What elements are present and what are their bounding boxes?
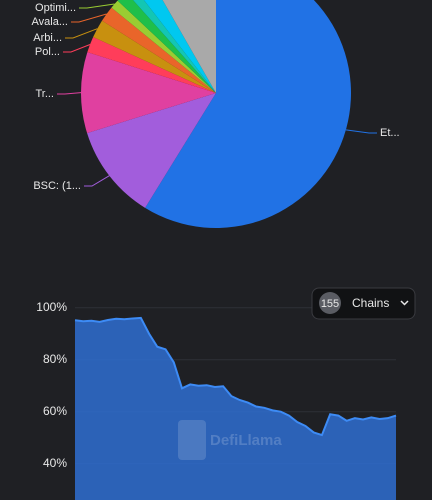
pie-slice: [81, 52, 216, 134]
pie-slice: [87, 37, 217, 93]
y-tick-label: 100%: [36, 300, 67, 314]
slice-label: Et...: [380, 127, 400, 139]
count-badge: [319, 292, 341, 314]
watermark-logo: [178, 420, 206, 460]
leader-line: [79, 3, 115, 9]
pie-slice: [143, 0, 216, 93]
slice-label: Arbi...: [33, 32, 62, 44]
chevron: [400, 300, 409, 306]
slice-label: Optimi...: [35, 2, 76, 14]
pie-slice: [162, 0, 216, 93]
pie-slice: [93, 20, 216, 93]
pie-slice: [102, 7, 216, 94]
pie-slice: [111, 0, 216, 93]
line: [74, 316, 397, 437]
area: [75, 317, 396, 500]
y-tick-label: 60%: [43, 404, 67, 418]
slice-label: BSC: (1...: [33, 180, 81, 192]
y-tick-label: 40%: [43, 456, 67, 470]
button-label: Chains: [352, 296, 389, 310]
leader-line: [63, 44, 91, 53]
y-tick-label: 80%: [43, 352, 67, 366]
leader-line: [57, 92, 82, 95]
chains-button[interactable]: 155 Chains: [311, 287, 416, 320]
leader-line: [71, 13, 107, 23]
pie-slice: [117, 0, 216, 93]
count: 155: [321, 298, 339, 310]
slice-label: Tr...: [35, 88, 54, 100]
leader-line: [84, 175, 110, 187]
slice-label: Avala...: [32, 16, 69, 28]
pie-slice: [87, 93, 216, 208]
leader-line: [345, 129, 377, 134]
watermark: DefiLlama: [210, 432, 282, 449]
leader-line: [65, 28, 98, 39]
slice-label: Pol...: [35, 46, 60, 58]
pie-slice: [145, 0, 351, 228]
